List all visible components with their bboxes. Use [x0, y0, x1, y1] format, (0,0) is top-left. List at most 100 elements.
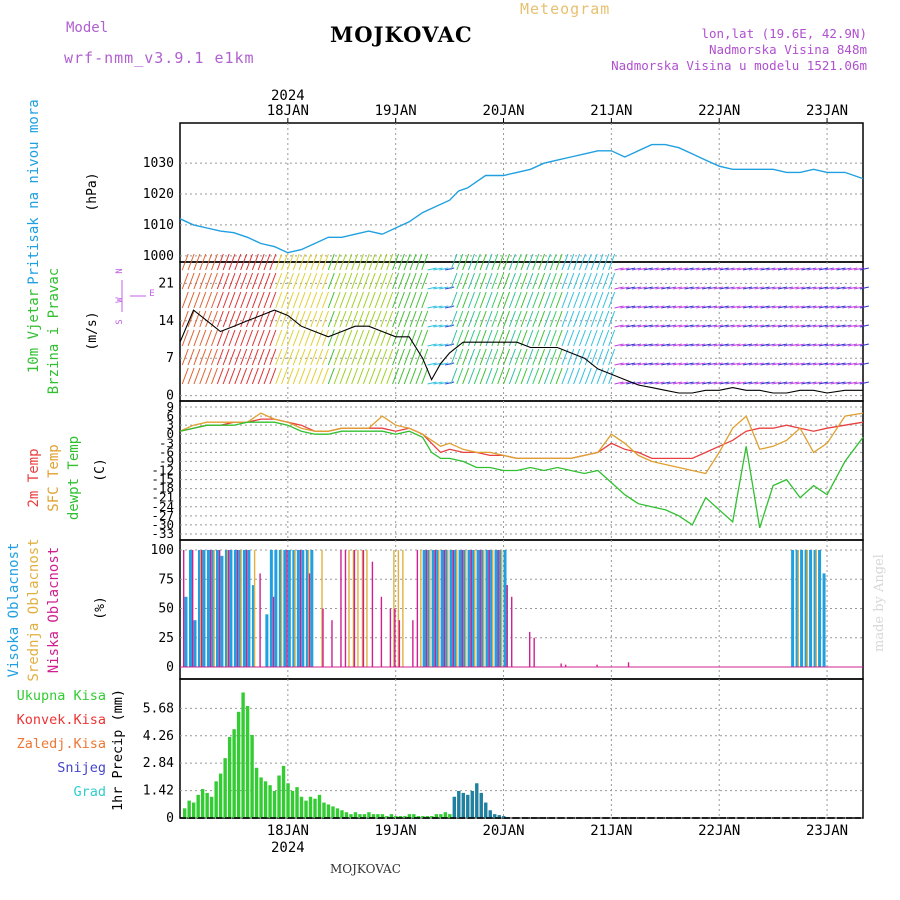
wind-barb [608, 291, 616, 309]
panel-frame [179, 539, 864, 680]
low-cloud-bar [506, 585, 508, 667]
wind-barb [421, 329, 429, 347]
wind-barb [368, 310, 376, 328]
wind-barb [684, 267, 694, 271]
wind-barb [760, 343, 770, 347]
wind-barb [187, 329, 195, 347]
wind-barb [672, 381, 683, 385]
wind-barb [439, 267, 449, 271]
wind-barb [696, 343, 706, 347]
wind-barb [269, 348, 277, 366]
wind-barb [456, 291, 464, 309]
wind-barb [626, 362, 636, 366]
wind-barb [643, 267, 653, 271]
wind-barb [351, 272, 359, 290]
wind-barb [503, 310, 510, 328]
wind-barb [760, 324, 770, 328]
snow-bar [466, 794, 470, 818]
wind-barb [427, 286, 437, 290]
wind-barb [649, 343, 659, 347]
wind-barb [543, 272, 551, 290]
wind-barb [368, 291, 376, 309]
wind-barb [345, 310, 353, 328]
wind-barb [403, 367, 411, 385]
wind-barb [251, 291, 259, 309]
wind-barb [596, 310, 604, 328]
temp-tick-label: -15 [151, 472, 174, 487]
high-cloud-bar [476, 550, 480, 667]
wind-barb [737, 381, 747, 385]
wind-barb [339, 272, 347, 290]
wind-barb [737, 343, 747, 347]
temp-tick-label: 9 [166, 399, 174, 414]
rain-bar [434, 814, 439, 818]
wind-barb [626, 324, 636, 328]
wind-barb [351, 310, 359, 328]
rain-bar [200, 789, 205, 818]
wind-barb [269, 272, 277, 290]
wind-barb [602, 348, 610, 366]
wind-barb [549, 329, 557, 347]
high-cloud-bar [481, 550, 485, 667]
wind-barb [830, 381, 840, 385]
precip-legend-3: Snijeg [57, 760, 106, 776]
wind-barb [684, 381, 694, 385]
wind-barb [713, 362, 723, 366]
wind-barb [403, 272, 411, 290]
wind-barb [655, 381, 665, 385]
wind-barb [848, 362, 858, 366]
wind-barb [368, 367, 376, 385]
wind-barb [772, 286, 782, 290]
wind-barb [473, 291, 481, 309]
wind-barb [386, 367, 394, 385]
wind-barb [783, 286, 794, 290]
wind-barb [807, 324, 817, 328]
wind-barb [514, 291, 522, 309]
wind-barb [216, 272, 224, 290]
wind-barb [578, 367, 586, 385]
wind-barb [508, 348, 516, 366]
wind-barb [321, 253, 329, 271]
wind-barb [578, 272, 586, 290]
rain-bar [443, 812, 448, 818]
rain-bar [362, 814, 367, 818]
wind-barb [292, 253, 300, 271]
wind-barb [649, 324, 659, 328]
wind-barb [696, 324, 706, 328]
mid-cloud-bar [213, 550, 215, 667]
wind-barb [275, 367, 283, 385]
wind-barb [596, 291, 604, 309]
wind-barb [310, 310, 318, 328]
wind-barb [450, 253, 458, 271]
pressure-tick-label: 1020 [143, 187, 174, 202]
wind-barb [602, 272, 610, 290]
low-cloud-bar [259, 573, 261, 667]
wind-barb [649, 286, 659, 290]
wind-barb [310, 329, 318, 347]
wind-barb [555, 348, 563, 366]
wind-tick-label: 0 [166, 389, 174, 404]
wind-barb [275, 310, 283, 328]
wind-barb [696, 286, 706, 290]
wind-barb [333, 310, 341, 328]
wind-barb [783, 343, 794, 347]
wind-barb [193, 310, 201, 328]
wind-barb [357, 291, 364, 309]
wind-barb [181, 310, 189, 328]
wind-barb [561, 329, 569, 347]
wind-barb [807, 286, 817, 290]
wind-barb [543, 329, 551, 347]
high-cloud-bar [503, 550, 507, 667]
wind-barb [392, 367, 400, 385]
wind-barb [210, 253, 218, 271]
wind-barb [626, 343, 636, 347]
wind-barb [456, 310, 464, 328]
wind-barb [532, 348, 540, 366]
wind-barb [181, 367, 189, 385]
day-label-top: 18JAN [267, 103, 309, 119]
wind-barb [842, 381, 852, 385]
wind-barb [631, 286, 642, 290]
wind-barb [321, 272, 329, 290]
wind-barb [626, 305, 636, 309]
wind-barb [783, 324, 794, 328]
